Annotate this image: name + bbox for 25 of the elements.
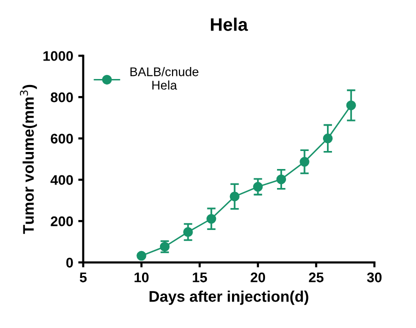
x-axis-title: Days after injection(d)	[150, 290, 308, 305]
y-tick-label: 1000	[43, 51, 73, 61]
y-axis-title: Tumor volume(mm$^{3}$)	[20, 84, 37, 234]
y-tick-label: 600	[50, 134, 73, 144]
x-tick-label: 25	[308, 272, 324, 282]
point	[136, 250, 146, 261]
point	[230, 192, 240, 202]
point	[253, 182, 263, 192]
x-tick-label: 10	[134, 272, 149, 282]
point	[300, 156, 310, 167]
y-tick-label: 200	[50, 216, 73, 226]
x-tick-label: 5	[80, 272, 87, 282]
chart-title: Hela	[210, 18, 248, 31]
point	[346, 100, 356, 110]
point	[276, 174, 286, 184]
point	[322, 134, 333, 144]
point	[206, 214, 216, 224]
x-tick-label: 20	[250, 272, 266, 282]
y-tick-label: 0	[66, 258, 73, 268]
y-tick-label: 400	[50, 175, 73, 185]
x-tick-label: 30	[366, 272, 382, 282]
y-tick-label: 800	[50, 92, 73, 102]
x-tick-label: 15	[192, 272, 208, 282]
legend-label: BALB/cnude Hela	[130, 67, 198, 90]
point	[183, 227, 193, 237]
